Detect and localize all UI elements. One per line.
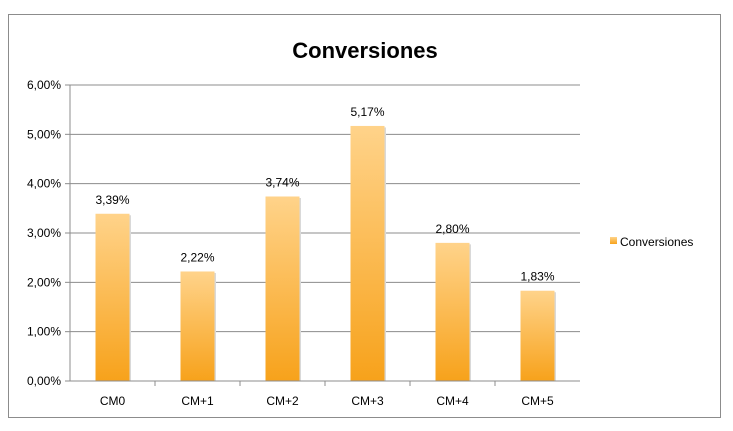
x-axis-ticks: CM0 CM+1 CM+2 CM+3 CM+4 CM+5 [100, 381, 554, 408]
data-label: 3,39% [95, 193, 129, 207]
y-tick-label: 1,00% [27, 325, 61, 339]
bar-cmplus3 [350, 125, 385, 382]
legend-label: Conversiones [620, 235, 693, 249]
x-tick-label: CM+5 [521, 394, 554, 408]
bar-cmplus5 [520, 290, 555, 381]
y-tick-label: 6,00% [27, 78, 61, 92]
y-tick-label: 2,00% [27, 275, 61, 289]
legend-swatch [610, 237, 617, 244]
data-labels: 3,39% 2,22% 3,74% 5,17% 2,80% 1,83% [95, 105, 554, 284]
y-tick-label: 5,00% [27, 127, 61, 141]
data-label: 3,74% [265, 175, 299, 189]
x-tick-label: CM0 [100, 394, 126, 408]
data-label: 2,80% [435, 222, 469, 236]
data-label: 2,22% [180, 250, 214, 264]
bars [95, 125, 556, 382]
data-label: 1,83% [520, 270, 554, 284]
y-axis-ticks: 0,00% 1,00% 2,00% 3,00% 4,00% 5,00% 6,00% [27, 78, 70, 388]
bar-cm0 [95, 213, 130, 381]
y-tick-label: 4,00% [27, 177, 61, 191]
bar-cmplus4 [435, 242, 470, 381]
bar-cmplus1 [180, 271, 215, 381]
x-tick-label: CM+3 [351, 394, 384, 408]
y-tick-label: 3,00% [27, 226, 61, 240]
y-tick-label: 0,00% [27, 374, 61, 388]
axes [69, 85, 580, 382]
gridlines [70, 84, 580, 382]
legend: Conversiones [610, 235, 693, 249]
bar-cmplus2 [265, 196, 300, 381]
x-tick-label: CM+1 [181, 394, 214, 408]
x-tick-label: CM+4 [436, 394, 469, 408]
chart-title: Conversiones [292, 38, 438, 63]
x-tick-label: CM+2 [266, 394, 299, 408]
data-label: 5,17% [350, 105, 384, 119]
